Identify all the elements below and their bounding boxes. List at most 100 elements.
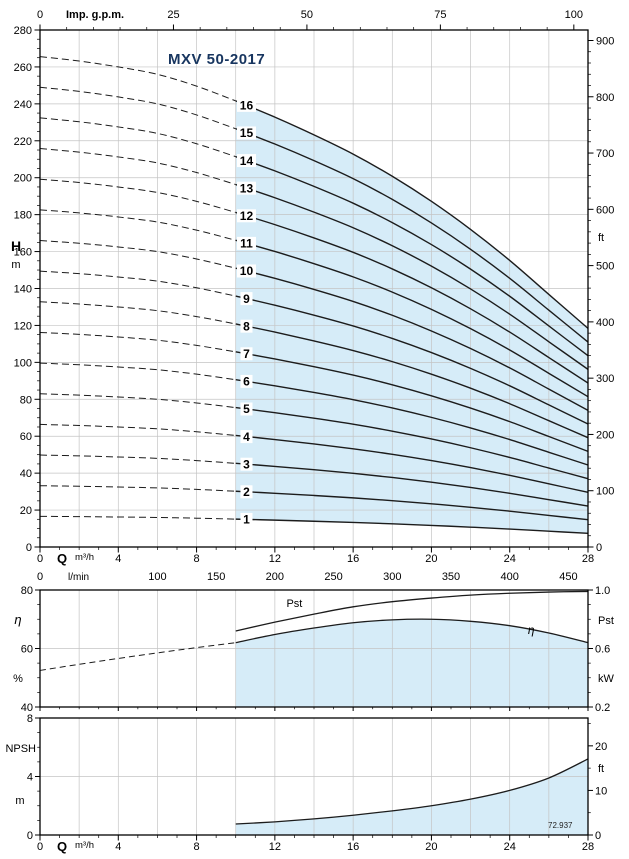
stage-label-box-16 [236,98,256,112]
stage-curve-dashed-1 [39,515,236,520]
operating-range-fill [235,100,588,534]
curve-pst [235,590,589,632]
axis-tick-label: 60 [21,644,33,656]
axis-tick-label: 28 [582,553,594,565]
axis-tick-label: 28 [582,841,594,853]
axis-name-pst: Pst [598,615,614,627]
axis-tick-label: 100 [596,486,614,498]
axis-tick-label: 8 [27,713,33,725]
efficiency-fill [235,619,588,707]
stage-label-12: 12 [240,209,254,223]
stage-label-box-7 [240,347,253,361]
stage-curve-14 [235,156,589,357]
axis-unit-percent: % [13,673,23,685]
axis-tick-label: 80 [20,394,32,406]
curve-eta [235,618,589,644]
curve-npsh [235,758,589,825]
axis-tick-label: 400 [596,317,614,329]
axis-unit-m: m [11,259,20,271]
stage-curve-dashed-2 [39,485,236,492]
axis-tick-label: 100 [14,357,32,369]
axis-tick-label: 900 [596,35,614,47]
stage-curve-1 [235,518,589,535]
axis-tick-label: 160 [14,247,32,259]
axis-tick-label: 10 [595,785,607,797]
stage-curve-dashed-12 [39,178,236,213]
axis-tick-label: 0 [37,553,43,565]
stage-curve-6 [235,379,589,466]
axis-name-Q: Q [57,551,67,566]
axis-tick-label: 500 [596,261,614,273]
stage-label-11: 11 [240,237,253,251]
axis-tick-label: 400 [501,571,519,583]
axis-tick-label: 800 [596,92,614,104]
axis-tick-label: 0.2 [595,702,610,714]
axis-tick-label: 200 [266,571,284,583]
axis-tick-label: 16 [347,841,359,853]
axis-name-Q-bottom: Q [57,839,67,854]
axis-tick-label: 4 [27,772,33,784]
axis-tick-label: 0 [37,841,43,853]
stage-curve-5 [235,406,589,480]
stage-curve-dashed-15 [39,86,236,130]
axis-tick-label: 220 [14,136,32,148]
stage-label-box-3 [240,457,253,471]
axis-tick-label: 100 [148,571,166,583]
axis-unit-lmin: l/min [68,572,89,583]
stage-label-box-9 [240,292,253,306]
stage-label-box-6 [240,374,253,388]
axis-tick-label: 140 [14,284,32,296]
stage-label-box-10 [236,264,256,278]
axis-tick-label: 80 [21,585,33,597]
stage-label-5: 5 [243,402,250,416]
stage-label-2: 2 [243,485,250,499]
axis-tick-label: 280 [14,25,32,37]
axis-tick-label: 12 [269,553,281,565]
axis-tick-label: 25 [167,9,179,21]
axis-tick-label: 0 [37,571,43,583]
axis-tick-label: 240 [14,99,32,111]
axis-tick-label: 260 [14,62,32,74]
axis-tick-label: 20 [425,553,437,565]
stage-curve-dashed-4 [39,423,236,436]
stage-curve-dashed-11 [39,209,236,241]
axis-tick-label: 12 [269,841,281,853]
stage-curve-7 [235,351,589,453]
curve-eta_dashed [39,642,236,671]
axis-tick-label: 180 [14,210,32,222]
axis-tick-label: 150 [207,571,225,583]
curve-label-eta: η [528,623,535,637]
stage-curve-9 [235,295,589,425]
axis-tick-label: 8 [194,553,200,565]
stage-label-box-1 [240,512,253,526]
axis-unit-m3h: m³/h [75,552,94,563]
axis-tick-label: 24 [504,841,516,853]
axis-unit-m-npsh: m [15,795,24,807]
stage-curve-10 [235,267,589,411]
axis-tick-label: 20 [595,741,607,753]
axis-tick-label: 120 [14,320,32,332]
axis-tick-label: 450 [559,571,577,583]
axis-tick-label: 250 [324,571,342,583]
stage-label-7: 7 [243,347,250,361]
axis-name-npsh: NPSH [5,743,36,755]
curve-label-pst: Pst [286,598,302,610]
axis-name-H: H [11,238,21,254]
stage-curve-dashed-7 [39,331,236,353]
stage-label-10: 10 [240,264,254,278]
axis-tick-label: 700 [596,148,614,160]
axis-unit-kw: kW [598,673,615,685]
axis-tick-label: 20 [20,505,32,517]
axis-tick-label: 4 [115,841,121,853]
stage-label-box-8 [240,319,253,333]
axis-tick-label: 0 [595,830,601,842]
axis-tick-label: 200 [596,429,614,441]
stage-curve-8 [235,323,589,439]
stage-label-box-4 [240,430,253,444]
stage-curve-dashed-14 [39,117,236,158]
stage-label-13: 13 [240,181,254,195]
stage-curve-dashed-16 [39,56,236,102]
stage-label-box-2 [240,485,253,499]
